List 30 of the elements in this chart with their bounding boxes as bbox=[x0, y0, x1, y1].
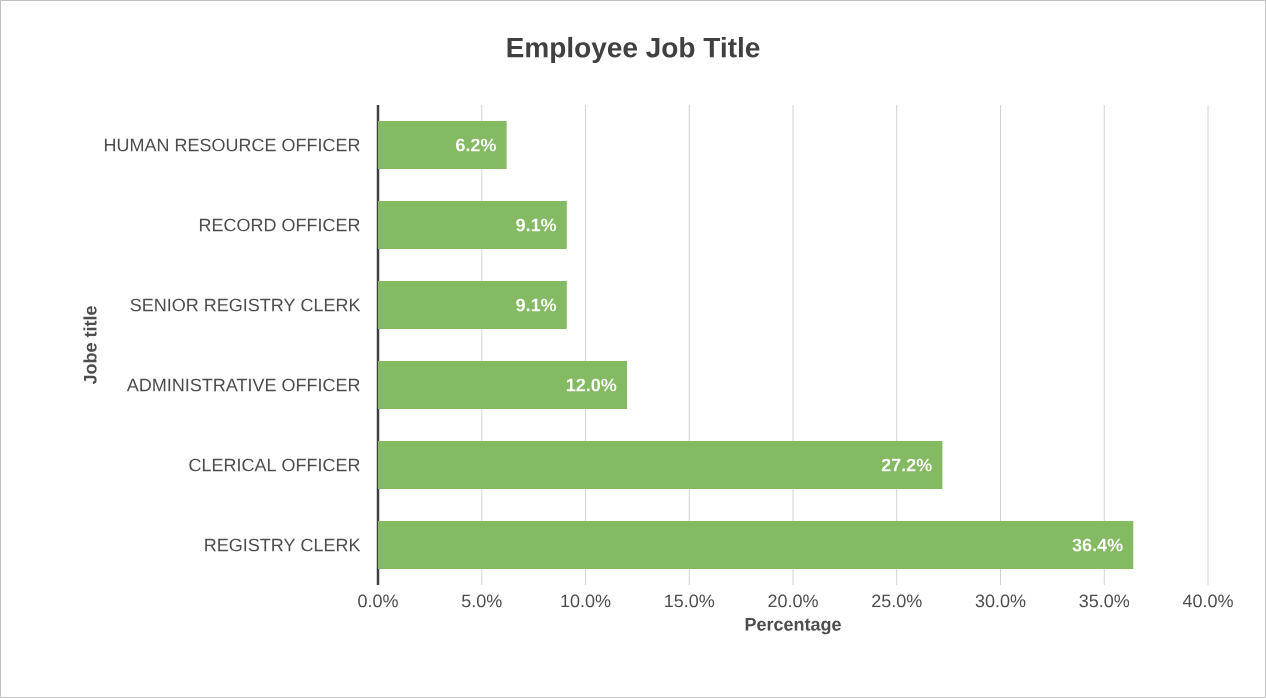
x-axis-title: Percentage bbox=[745, 618, 841, 635]
data-label: 9.1% bbox=[516, 218, 557, 232]
bar bbox=[378, 361, 627, 409]
y-axis-title: Jobe title bbox=[83, 306, 97, 385]
x-tick-label: 40.0% bbox=[1182, 594, 1233, 608]
chart-title: Employee Job Title bbox=[507, 36, 760, 64]
x-tick-label: 10.0% bbox=[561, 594, 611, 608]
y-tick-label: HUMAN RESOURCE OFFICER bbox=[104, 138, 360, 152]
y-tick-label: CLERICAL OFFICER bbox=[189, 458, 360, 472]
bar bbox=[378, 521, 1134, 569]
x-tick-label: 25.0% bbox=[872, 594, 922, 608]
bar bbox=[378, 201, 567, 249]
bar bbox=[378, 441, 943, 489]
data-label: 27.2% bbox=[881, 458, 932, 472]
x-tick-label: 20.0% bbox=[768, 594, 818, 608]
y-tick-label: REGISTRY CLERK bbox=[205, 538, 361, 552]
y-tick-label: ADMINISTRATIVE OFFICER bbox=[126, 378, 360, 392]
data-label: 6.2% bbox=[456, 138, 496, 152]
bar bbox=[378, 281, 567, 329]
x-tick-label: 5.0% bbox=[461, 594, 502, 608]
x-tick-label: 30.0% bbox=[975, 594, 1026, 608]
y-tick-label: SENIOR REGISTRY CLERK bbox=[130, 298, 361, 312]
x-tick-label: 35.0% bbox=[1079, 594, 1130, 608]
x-tick-label: 15.0% bbox=[665, 594, 715, 608]
data-label: 12.0% bbox=[566, 378, 617, 392]
y-tick-label: RECORD OFFICER bbox=[199, 218, 360, 232]
data-label: 36.4% bbox=[1072, 538, 1123, 552]
x-tick-label: 0.0% bbox=[358, 594, 398, 608]
bar bbox=[378, 121, 507, 169]
data-label: 9.1% bbox=[516, 298, 557, 312]
